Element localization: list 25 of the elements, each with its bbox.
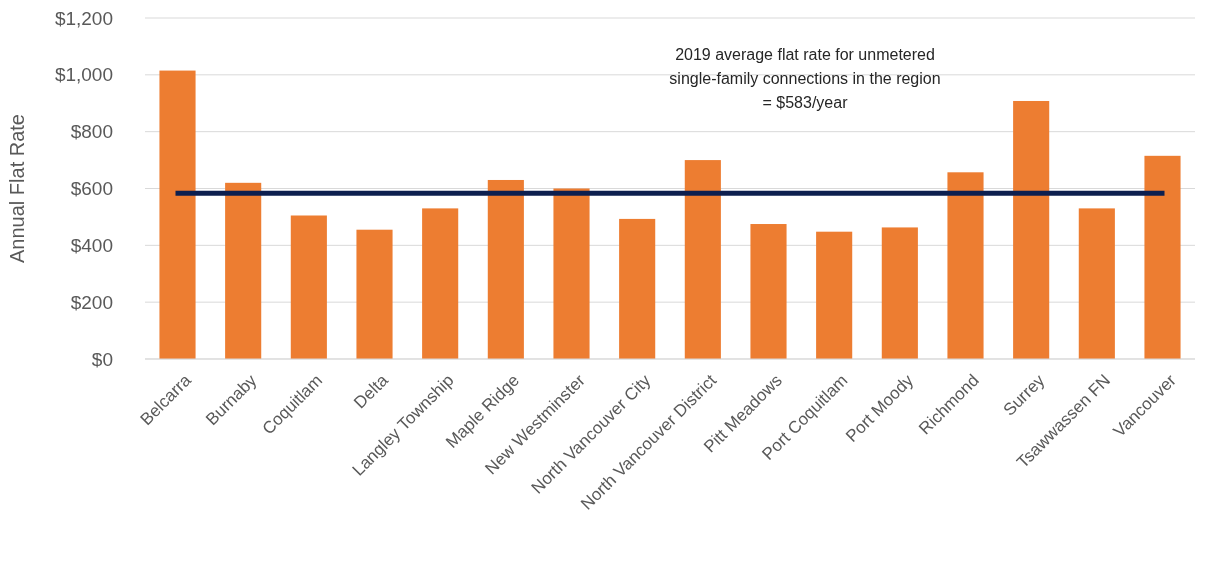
annotation: 2019 average flat rate for unmetered single-family connections in the region = $583/year <box>669 46 941 111</box>
y-tick-label: $1,000 <box>54 64 113 86</box>
y-tick-label: $1,200 <box>54 7 113 29</box>
bar <box>225 182 262 359</box>
y-tick-label: $600 <box>70 178 113 200</box>
bar <box>816 231 853 359</box>
y-tick-label: $0 <box>91 348 113 370</box>
bar <box>947 172 984 359</box>
y-tick-label: $200 <box>70 291 113 313</box>
bar <box>881 227 918 359</box>
bar <box>356 229 393 359</box>
bar <box>619 218 656 359</box>
bar <box>290 215 327 359</box>
bar <box>159 70 196 359</box>
y-axis-title: Annual Flat Rate <box>6 114 28 263</box>
y-tick-label: $400 <box>70 234 113 256</box>
bar <box>684 160 721 359</box>
bar <box>1078 208 1115 359</box>
bar <box>422 208 459 359</box>
bar <box>1144 155 1181 359</box>
bar <box>487 179 524 359</box>
bar <box>1013 100 1050 359</box>
bar <box>553 188 590 359</box>
y-tick-label: $800 <box>70 121 113 143</box>
bar <box>750 224 787 359</box>
